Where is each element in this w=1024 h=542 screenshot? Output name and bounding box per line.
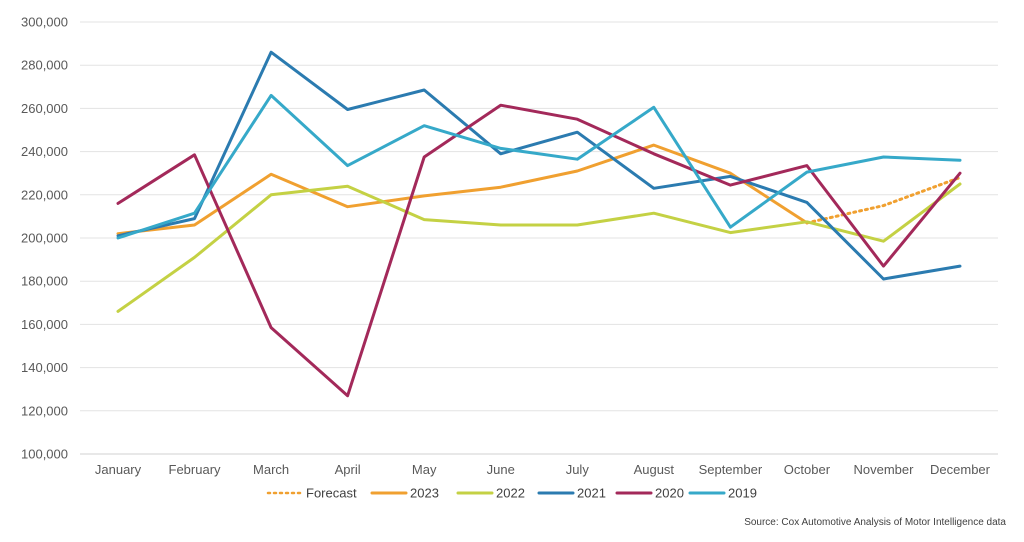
x-tick-label: May: [412, 462, 437, 477]
y-axis-ticks: 100,000 120,000 140,000 160,000 180,000 200,0…: [21, 15, 68, 462]
series-line-2023: [116, 143, 809, 236]
x-tick-label: April: [335, 462, 361, 477]
x-tick-label: June: [487, 462, 515, 477]
x-axis-ticks: January February March April May June July Augu…: [95, 462, 991, 477]
series-line-2021: [116, 50, 962, 281]
legend-label-2023: 2023: [410, 486, 439, 501]
x-tick-label: August: [634, 462, 675, 477]
legend: Forecast 2023 2022 2021 2020 2019: [266, 486, 757, 501]
y-tick-label: 100,000: [21, 447, 68, 462]
y-tick-label: 300,000: [21, 15, 68, 30]
legend-label-forecast: Forecast: [306, 486, 357, 501]
series-layer: [116, 50, 962, 398]
y-tick-label: 160,000: [21, 317, 68, 332]
x-tick-label: July: [566, 462, 590, 477]
y-tick-label: 220,000: [21, 187, 68, 202]
x-tick-label: January: [95, 462, 142, 477]
y-tick-label: 120,000: [21, 403, 68, 418]
series-line-forecast: [805, 176, 962, 225]
series-line-2022: [116, 182, 962, 313]
y-tick-label: 140,000: [21, 360, 68, 375]
source-note: Source: Cox Automotive Analysis of Motor…: [744, 517, 1006, 528]
y-tick-label: 180,000: [21, 274, 68, 289]
series-line-2019: [116, 93, 962, 240]
x-tick-label: December: [930, 462, 991, 477]
x-tick-label: September: [699, 462, 763, 477]
y-tick-label: 280,000: [21, 58, 68, 73]
x-tick-label: March: [253, 462, 289, 477]
legend-label-2021: 2021: [577, 486, 606, 501]
legend-label-2020: 2020: [655, 486, 684, 501]
series-line-2020: [116, 103, 962, 398]
legend-label-2019: 2019: [728, 486, 757, 501]
legend-label-2022: 2022: [496, 486, 525, 501]
y-tick-label: 240,000: [21, 144, 68, 159]
y-tick-label: 260,000: [21, 101, 68, 116]
y-tick-label: 200,000: [21, 231, 68, 246]
x-tick-label: February: [169, 462, 222, 477]
x-tick-label: November: [853, 462, 914, 477]
x-tick-label: October: [784, 462, 831, 477]
